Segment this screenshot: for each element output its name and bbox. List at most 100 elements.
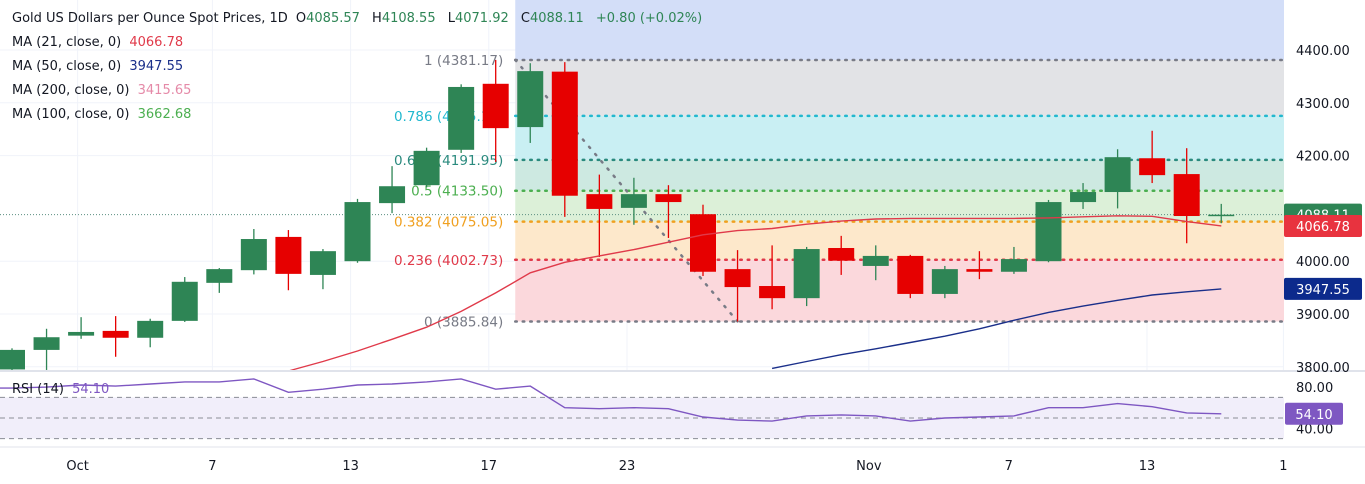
time-axis-label: 7 <box>1005 459 1013 474</box>
candle-body <box>1139 158 1166 176</box>
indicator-value: 3415.65 <box>137 83 192 98</box>
rsi-legend[interactable]: RSI (14) 54.10 <box>12 382 113 397</box>
time-axis-label: 17 <box>481 459 498 474</box>
candle-body <box>137 320 164 338</box>
candle-body <box>655 194 682 203</box>
chart-header: Gold US Dollars per Ounce Spot Prices, 1… <box>12 11 706 26</box>
rsi-axis-label: 40.00 <box>1296 422 1333 437</box>
indicator-value: 4066.78 <box>129 35 184 50</box>
fib-zone <box>515 59 1284 116</box>
rsi-value: 54.10 <box>72 382 110 397</box>
candle-body <box>966 269 993 272</box>
close-label: C <box>520 11 530 26</box>
low-group: L4071.92 <box>448 11 513 26</box>
fib-level-label: 0.236 (4002.73) <box>394 253 503 269</box>
price-axis-label: 3900.00 <box>1296 308 1350 323</box>
indicator-value: 3947.55 <box>129 59 184 74</box>
candle-body <box>171 281 198 321</box>
close-group: C4088.11 <box>521 11 588 26</box>
time-axis-label: Oct <box>66 459 88 474</box>
open-group: O4085.57 <box>296 11 364 26</box>
price-axis-label: 4400.00 <box>1296 44 1350 59</box>
fib-level-label: 1 (4381.17) <box>424 53 503 69</box>
rsi-label: RSI (14) <box>12 382 64 397</box>
price-axis-label: 4200.00 <box>1296 150 1350 165</box>
rsi-badge <box>1285 402 1343 425</box>
candle-body <box>33 337 60 350</box>
indicator-label: MA (200, close, 0) <box>12 83 130 98</box>
candle-body <box>240 239 267 271</box>
high-group: H4108.55 <box>372 11 440 26</box>
candle-body <box>931 269 958 294</box>
candle-body <box>379 186 406 204</box>
candle-body <box>551 71 578 196</box>
fib-zone <box>515 159 1284 191</box>
price-badge <box>1284 214 1362 237</box>
price-badge-label: 3947.55 <box>1296 283 1350 298</box>
indicator-ma50[interactable]: MA (50, close, 0) 3947.55 <box>12 59 187 74</box>
candle-body <box>68 331 95 336</box>
candle-body <box>1104 157 1131 193</box>
fib-level-label: 0.618 (4191.95) <box>394 153 503 169</box>
price-badge-label: 4066.78 <box>1296 220 1350 235</box>
candle-body <box>690 214 716 272</box>
candle-body <box>102 330 129 338</box>
candle-body <box>620 194 647 208</box>
rsi-badge-label: 54.10 <box>1295 408 1332 423</box>
candle-body <box>897 255 924 294</box>
candle-body <box>1070 192 1097 203</box>
candle-body <box>724 269 751 288</box>
candle-body <box>206 269 233 283</box>
candle-body <box>275 236 302 274</box>
price-badge <box>1284 277 1362 300</box>
candle-body <box>0 349 25 370</box>
candle-body <box>1000 259 1027 272</box>
indicator-label: MA (21, close, 0) <box>12 35 122 50</box>
ma50-line <box>771 288 1222 370</box>
candle-body <box>1035 202 1062 262</box>
high-value: 4108.55 <box>381 11 436 26</box>
low-label: L <box>447 11 455 26</box>
open-label: O <box>295 11 307 26</box>
indicator-value: 3662.68 <box>137 107 192 122</box>
ma21-line <box>288 215 1222 372</box>
price-axis-label: 3800.00 <box>1296 361 1350 376</box>
time-axis-label: 23 <box>619 459 636 474</box>
price-axis-label: 4000.00 <box>1296 255 1350 270</box>
fib-zone <box>515 221 1284 260</box>
fib-zone <box>515 0 1284 60</box>
candle-body <box>517 71 544 128</box>
candle-body <box>1208 214 1235 217</box>
candle-body <box>344 202 371 262</box>
candle-body <box>793 249 820 299</box>
candle-body <box>759 286 786 299</box>
price-axis-label: 4300.00 <box>1296 97 1350 112</box>
low-value: 4071.92 <box>454 11 509 26</box>
time-axis-label: 13 <box>342 459 359 474</box>
rsi-line <box>0 378 1222 422</box>
candle-body <box>828 248 855 261</box>
open-value: 4085.57 <box>306 11 360 26</box>
time-axis-label: Nov <box>856 459 882 474</box>
close-value: 4088.11 <box>529 11 584 26</box>
change-value: +0.80 (+0.02%) <box>595 11 703 26</box>
indicator-label: MA (100, close, 0) <box>12 107 130 122</box>
fib-zone <box>515 115 1284 160</box>
candle-body <box>448 86 475 150</box>
candle-body <box>309 251 336 275</box>
candle-body <box>413 150 440 186</box>
candle-body <box>1173 174 1200 217</box>
time-axis-label: 13 <box>1139 459 1156 474</box>
high-label: H <box>372 11 382 26</box>
rsi-axis-label: 80.00 <box>1296 381 1333 396</box>
symbol-title[interactable]: Gold US Dollars per Ounce Spot Prices, 1… <box>12 11 288 26</box>
fib-level-label: 0.5 (4133.50) <box>411 184 503 200</box>
indicator-ma100[interactable]: MA (100, close, 0) 3662.68 <box>12 107 195 122</box>
indicator-ma21[interactable]: MA (21, close, 0) 4066.78 <box>12 35 187 50</box>
candle-body <box>482 83 509 129</box>
candle-body <box>862 255 889 266</box>
indicator-ma200[interactable]: MA (200, close, 0) 3415.65 <box>12 83 195 98</box>
time-axis-label: 7 <box>208 459 216 474</box>
candle-body <box>586 194 613 209</box>
